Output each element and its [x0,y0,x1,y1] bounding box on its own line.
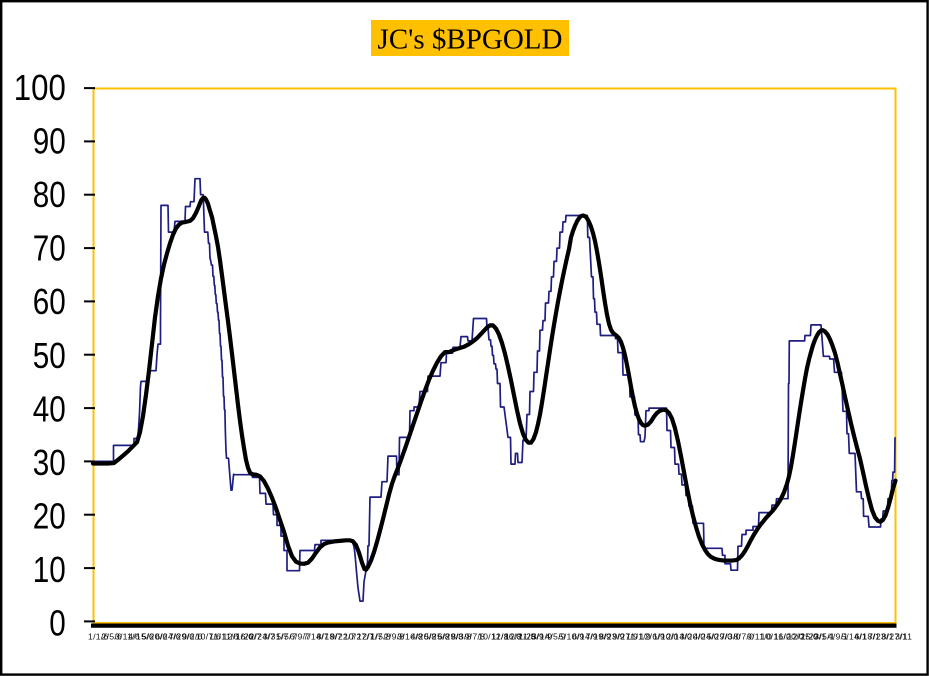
svg-text:40: 40 [33,388,66,429]
svg-text:5/14/1: 5/14/1 [841,631,867,641]
svg-text:9/22/7: 9/22/7 [330,631,356,641]
svg-text:5/10/9: 5/10/9 [559,631,585,641]
svg-text:5/29/0: 5/29/0 [707,631,733,641]
svg-text:4/20/8: 4/20/8 [411,631,437,641]
svg-text:12/21/8: 12/21/8 [505,631,536,641]
svg-text:11/20/0: 11/20/0 [774,631,804,641]
svg-text:1/10/0: 1/10/0 [653,631,679,641]
svg-text:3/20/0: 3/20/0 [680,631,706,641]
svg-text:7/14/7: 7/14/7 [303,631,329,641]
svg-text:20: 20 [33,495,66,536]
svg-text:1/20/7: 1/20/7 [236,631,262,641]
svg-text:100: 100 [14,67,66,108]
svg-text:2/14/0: 2/14/0 [666,631,692,641]
svg-text:8/7/0: 8/7/0 [734,631,755,641]
svg-text:1/5/8: 1/5/8 [370,631,391,641]
svg-text:3/1/9: 3/1/9 [532,631,553,641]
svg-text:6/24/6: 6/24/6 [155,631,181,641]
svg-text:3/11/6: 3/11/6 [115,631,140,641]
svg-text:10/7/6: 10/7/6 [196,631,222,641]
svg-text:3/5/1: 3/5/1 [814,631,835,641]
svg-text:12/25/0: 12/25/0 [787,631,818,641]
svg-text:3/11: 3/11 [895,631,912,641]
svg-text:10/12/8: 10/12/8 [478,631,509,641]
svg-text:10/16/0: 10/16/0 [761,631,792,641]
svg-text:4/9/1: 4/9/1 [828,631,849,641]
svg-text:30: 30 [33,442,66,483]
svg-text:2/9/8: 2/9/8 [384,631,405,641]
svg-text:9/27/9: 9/27/9 [613,631,639,641]
svg-text:1/25/9: 1/25/9 [518,631,544,641]
svg-text:4/5/9: 4/5/9 [545,631,566,641]
svg-text:11/1/9: 11/1/9 [626,631,651,641]
svg-text:10/27/7: 10/27/7 [344,631,375,641]
svg-text:7/29/6: 7/29/6 [169,631,195,641]
svg-text:1/1/6: 1/1/6 [88,631,109,641]
svg-text:5/20/6: 5/20/6 [142,631,168,641]
svg-text:8/27/1: 8/27/1 [882,631,908,641]
svg-text:12/1/7: 12/1/7 [357,631,383,641]
svg-text:6/9/7: 6/9/7 [290,631,311,641]
svg-text:5/25/8: 5/25/8 [424,631,450,641]
svg-text:5/5/7: 5/5/7 [276,631,297,641]
svg-text:11/11/6: 11/11/6 [209,631,238,641]
svg-text:3/31/7: 3/31/7 [263,631,289,641]
svg-text:2/5/6: 2/5/6 [102,631,123,641]
svg-text:10: 10 [33,549,66,590]
svg-text:70: 70 [33,228,66,269]
svg-text:9/7/8: 9/7/8 [465,631,486,641]
svg-text:0: 0 [49,603,66,644]
svg-text:12/6/9: 12/6/9 [639,631,665,641]
svg-text:6/18/1: 6/18/1 [855,631,881,641]
svg-text:8/18/7: 8/18/7 [317,631,343,641]
svg-text:3/16/8: 3/16/8 [397,631,423,641]
svg-text:90: 90 [33,121,66,162]
svg-text:9/2/6: 9/2/6 [182,631,203,641]
svg-text:2/24/7: 2/24/7 [249,631,275,641]
svg-text:11/16/8: 11/16/8 [492,631,522,641]
svg-text:1/29/1: 1/29/1 [801,631,827,641]
svg-text:6/29/8: 6/29/8 [438,631,464,641]
svg-text:8/23/9: 8/23/9 [599,631,625,641]
svg-text:6/14/9: 6/14/9 [572,631,598,641]
svg-text:4/15/6: 4/15/6 [128,631,154,641]
svg-text:7/23/1: 7/23/1 [868,631,894,641]
svg-text:4/24/0: 4/24/0 [693,631,719,641]
svg-text:12/16/6: 12/16/6 [223,631,254,641]
svg-text:80: 80 [33,174,66,215]
svg-text:9/11/0: 9/11/0 [747,631,772,641]
svg-text:8/3/8: 8/3/8 [451,631,472,641]
svg-text:60: 60 [33,281,66,322]
svg-text:7/3/0: 7/3/0 [720,631,741,641]
svg-text:JC's $BPGOLD: JC's $BPGOLD [378,23,563,55]
svg-text:7/19/9: 7/19/9 [586,631,612,641]
svg-text:50: 50 [33,335,66,376]
